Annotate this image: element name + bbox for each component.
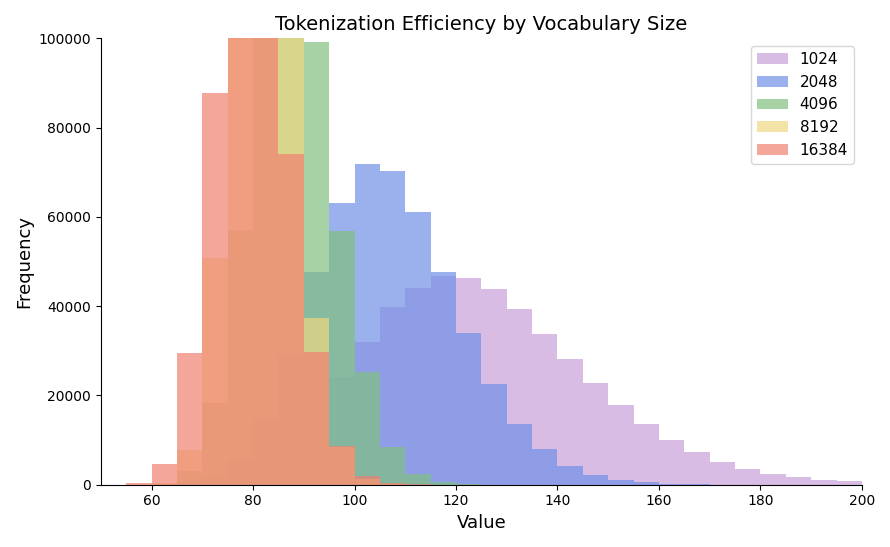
Polygon shape bbox=[101, 164, 862, 485]
Legend: 1024, 2048, 4096, 8192, 16384: 1024, 2048, 4096, 8192, 16384 bbox=[751, 46, 854, 164]
X-axis label: Value: Value bbox=[457, 514, 506, 532]
Polygon shape bbox=[101, 0, 862, 485]
Polygon shape bbox=[101, 276, 862, 485]
Title: Tokenization Efficiency by Vocabulary Size: Tokenization Efficiency by Vocabulary Si… bbox=[275, 15, 687, 34]
Polygon shape bbox=[101, 0, 862, 485]
Polygon shape bbox=[101, 0, 862, 485]
Y-axis label: Frequency: Frequency bbox=[15, 215, 33, 308]
